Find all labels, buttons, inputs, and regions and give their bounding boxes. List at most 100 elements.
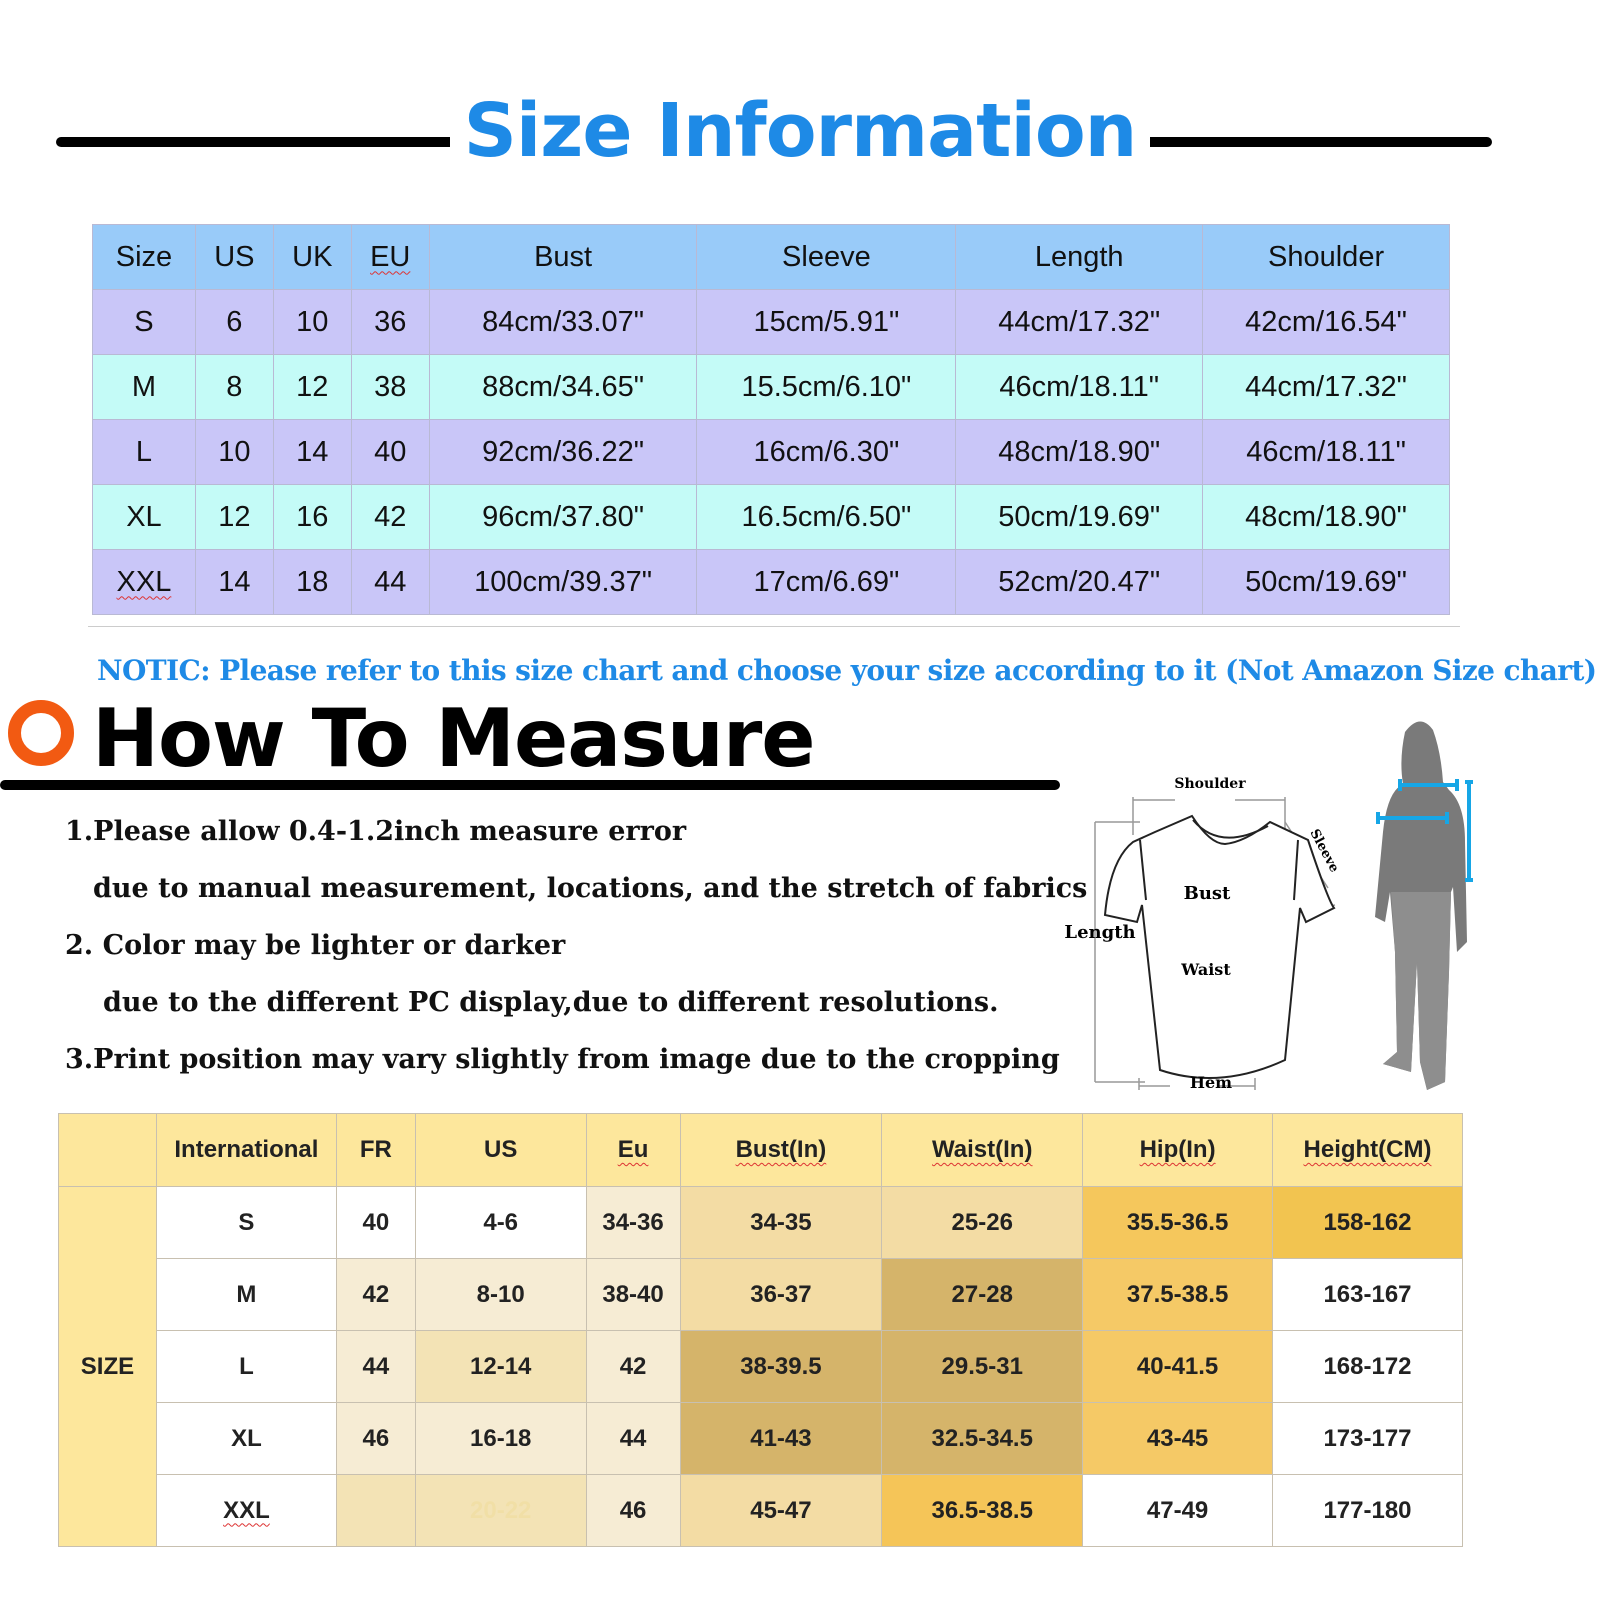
cell-text: 38-39.5: [740, 1352, 822, 1380]
cell-text: 50cm/19.69": [998, 500, 1161, 533]
table-cell: 158-162: [1272, 1186, 1463, 1259]
instruction-3: 3.Print position may vary slightly from …: [65, 1044, 1060, 1075]
cell-text: 46cm/18.11": [999, 370, 1160, 403]
table-cell: 16.5cm/6.50": [696, 484, 957, 550]
cell-text: 38-40: [602, 1280, 664, 1308]
cell-text: 46: [362, 1424, 390, 1452]
size-table-header: Size: [92, 224, 196, 290]
table-cell: 46: [335, 1402, 416, 1475]
header-text: Bust: [534, 240, 593, 273]
table-row: XL 12 16 42 96cm/37.80" 16.5cm/6.50" 50cm/19.6…: [92, 484, 1450, 550]
label-length: Length: [1064, 922, 1135, 943]
table-cell: 16-18: [414, 1402, 587, 1475]
table-cell: 37.5-38.5: [1082, 1258, 1273, 1331]
table-cell: 43-45: [1082, 1402, 1273, 1475]
body-table-header: Bust(In): [679, 1113, 883, 1187]
cell-text: 14: [296, 435, 329, 468]
cell-text: 32.5-34.5: [931, 1424, 1033, 1452]
cell-text: 10: [218, 435, 251, 468]
cell-text: 34-36: [602, 1208, 664, 1236]
table-cell: XXL: [155, 1474, 337, 1547]
cell-text: 50cm/19.69": [1245, 565, 1407, 598]
cell-text: 84cm/33.07": [482, 305, 644, 338]
person-silhouette: [1375, 721, 1473, 1090]
table-row: XXL 14 18 44 100cm/39.37" 17cm/6.69" 52cm/20.4…: [92, 549, 1450, 615]
table-row: M 8 12 38 88cm/34.65" 15.5cm/6.10" 46cm/18.11"…: [92, 354, 1450, 420]
table-cell: 38-39.5: [679, 1330, 883, 1403]
table-cell: 10: [194, 419, 274, 485]
page-title-text: Size Information: [449, 88, 1151, 174]
cell-text: XL: [231, 1424, 262, 1452]
cell-text: 163-167: [1323, 1280, 1412, 1308]
header-text: US: [214, 240, 255, 273]
table-cell: 17cm/6.69": [696, 549, 957, 615]
title-rule-right: [1076, 137, 1492, 147]
body-table-header: International: [155, 1113, 337, 1187]
table-cell: 48cm/18.90": [1202, 484, 1450, 550]
size-table-header: EU: [350, 224, 430, 290]
table-cell: 92cm/36.22": [428, 419, 698, 485]
table-cell: 38-40: [585, 1258, 681, 1331]
table-cell: 45-47: [679, 1474, 883, 1547]
cell-text: 12-14: [470, 1352, 532, 1380]
instruction-1: 1.Please allow 0.4-1.2inch measure error: [65, 816, 687, 847]
table-cell: 8-10: [414, 1258, 587, 1331]
table-cell: 16cm/6.30": [696, 419, 957, 485]
cell-text: 42cm/16.54": [1245, 305, 1407, 338]
cell-text: 44: [362, 1352, 390, 1380]
instruction-2: 2. Color may be lighter or darker: [65, 930, 566, 961]
header-text: Length: [1034, 240, 1124, 273]
cell-text: 38: [374, 370, 407, 403]
table-cell: 35.5-36.5: [1082, 1186, 1273, 1259]
table-cell: 27-28: [881, 1258, 1084, 1331]
table-cell: 42: [585, 1330, 681, 1403]
table-row: M 42 8-10 38-40 36-37 27-28 37.5-38.5 163-167: [59, 1258, 1463, 1331]
table-cell: 46: [585, 1474, 681, 1547]
body-table-header: US: [414, 1113, 587, 1187]
page-title: Size Information: [0, 88, 1600, 174]
cell-text: 27-28: [951, 1280, 1013, 1308]
table-cell: 47-49: [1082, 1474, 1273, 1547]
header-text: FR: [359, 1136, 392, 1163]
cell-text: 16: [296, 500, 329, 533]
table-cell: S: [155, 1186, 337, 1259]
cell-text: 52cm/20.47": [998, 565, 1161, 598]
cell-text: M: [236, 1280, 257, 1308]
label-shoulder: Shoulder: [1174, 776, 1246, 792]
table-cell: 8: [194, 354, 274, 420]
cell-text: 96cm/37.80": [482, 500, 644, 533]
cell-text: 25-26: [951, 1208, 1013, 1236]
instruction-2-detail: due to the different PC display,due to d…: [103, 987, 999, 1018]
header-text: Shoulder: [1268, 240, 1385, 273]
table-cell: 40: [350, 419, 430, 485]
cell-text: 8-10: [476, 1280, 525, 1308]
cell-text: 37.5-38.5: [1126, 1280, 1229, 1308]
cell-text: 44: [374, 565, 407, 598]
cell-text: 48cm/18.90": [998, 435, 1161, 468]
table-cell: L: [155, 1330, 337, 1403]
table-cell: 32.5-34.5: [881, 1402, 1084, 1475]
cell-text: 36.5-38.5: [931, 1496, 1033, 1524]
cell-text: 14: [218, 565, 251, 598]
table-cell: 20-22: [414, 1474, 587, 1547]
table-row: XL 46 16-18 44 41-43 32.5-34.5 43-45 173-177: [59, 1402, 1463, 1475]
table-cell: 40-41.5: [1082, 1330, 1273, 1403]
cell-text: XXL: [116, 565, 172, 598]
label-bust: Bust: [1184, 883, 1231, 904]
header-text: International: [174, 1136, 319, 1163]
size-table-header: Sleeve: [696, 224, 957, 290]
table-cell: 34-35: [679, 1186, 883, 1259]
size-table-header: Shoulder: [1202, 224, 1450, 290]
body-table-header: Waist(In): [881, 1113, 1084, 1187]
table-cell: 10: [272, 289, 352, 355]
table-cell: 48cm/18.90": [955, 419, 1204, 485]
size-row-label: SIZE: [58, 1186, 157, 1547]
size-table-header: US: [194, 224, 274, 290]
table-cell: 50cm/19.69": [955, 484, 1204, 550]
title-rule-left: [56, 137, 484, 147]
table-cell: 44cm/17.32": [1202, 354, 1450, 420]
table-cell: 44: [350, 549, 430, 615]
cell-text: S: [238, 1208, 255, 1236]
table-cell: 52cm/20.47": [955, 549, 1204, 615]
table-cell: 84cm/33.07": [428, 289, 698, 355]
